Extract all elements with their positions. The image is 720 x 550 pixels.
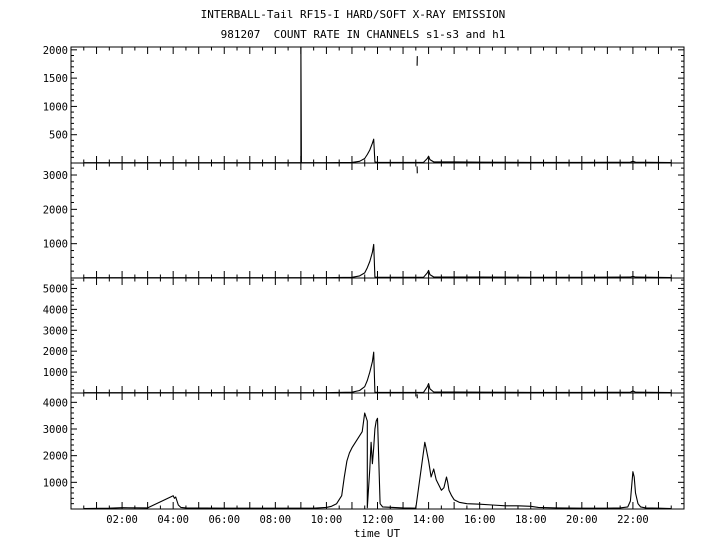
y-tick-label: 1500 <box>43 73 68 85</box>
x-tick-label: 22:00 <box>617 514 649 526</box>
x-tick-label: 12:00 <box>362 514 394 526</box>
x-tick-label: 02:00 <box>106 514 138 526</box>
y-tick-label: 1000 <box>43 101 68 113</box>
series-line-s3-0 <box>83 351 672 394</box>
panel-frame-s3 <box>70 277 685 394</box>
x-tick-label: 14:00 <box>413 514 445 526</box>
panel-frame-s2 <box>70 162 685 279</box>
x-tick-label: 10:00 <box>311 514 343 526</box>
y-tick-label: 1000 <box>43 477 68 489</box>
panel-frame-s1 <box>70 46 685 164</box>
y-tick-label: 3000 <box>43 424 68 436</box>
series-line-h1-0 <box>83 412 672 510</box>
x-tick-label: 06:00 <box>208 514 240 526</box>
y-tick-label: 3000 <box>43 170 68 182</box>
chart-subtitle: 981207 COUNT RATE IN CHANNELS s1-s3 and … <box>220 28 506 41</box>
y-tick-label: 5000 <box>43 283 68 295</box>
y-tick-label: 4000 <box>43 304 68 316</box>
series-line-s2-0 <box>83 243 672 279</box>
x-tick-label: 18:00 <box>515 514 547 526</box>
y-tick-label: 2000 <box>43 45 68 57</box>
panel-frame-h1 <box>70 392 685 510</box>
y-tick-label: 2000 <box>43 451 68 463</box>
x-tick-label: 16:00 <box>464 514 496 526</box>
y-tick-label: 4000 <box>43 397 68 409</box>
x-axis-label: time UT <box>353 527 401 540</box>
y-tick-label: 500 <box>49 130 68 142</box>
chart-title: INTERBALL-Tail RF15-I HARD/SOFT X-RAY EM… <box>200 8 506 21</box>
y-tick-label: 1000 <box>43 239 68 251</box>
y-tick-label: 2000 <box>43 346 68 358</box>
x-tick-label: 08:00 <box>260 514 292 526</box>
y-tick-label: 2000 <box>43 204 68 216</box>
x-tick-label: 04:00 <box>157 514 189 526</box>
y-tick-label: 3000 <box>43 325 68 337</box>
series-line-s1-0 <box>83 46 672 164</box>
y-tick-label: 1000 <box>43 367 68 379</box>
x-tick-label: 20:00 <box>566 514 598 526</box>
